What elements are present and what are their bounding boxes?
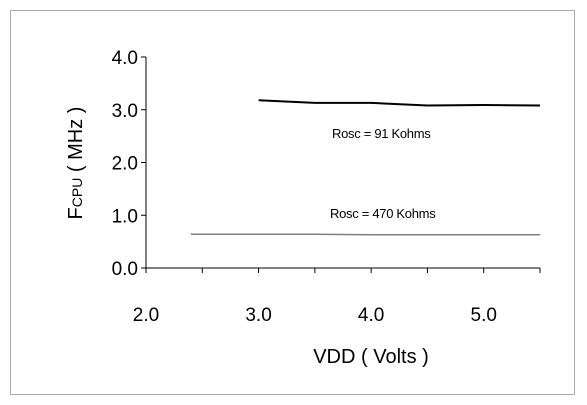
- ticks: 0.0 1.0 2.0 3.0 4.0 2.0 3.0 4.0 5.0: [112, 48, 541, 326]
- series-line-1: [191, 233, 540, 236]
- y-tick-label: 4.0: [112, 48, 138, 69]
- y-tick-label: 3.0: [112, 101, 138, 122]
- series-layer: [191, 99, 541, 236]
- series-label-rosc-470: Rosc = 470 Kohms: [330, 206, 436, 221]
- x-tick-label: 2.0: [133, 305, 159, 326]
- x-tick-label: 5.0: [471, 305, 497, 326]
- y-tick-label: 0.0: [112, 259, 138, 280]
- y-axis-title: FCPU ( MHz ): [65, 107, 87, 220]
- series-line-0: [258, 99, 541, 107]
- x-axis-title: VDD ( Volts ): [313, 346, 429, 368]
- x-tick-label: 4.0: [358, 305, 384, 326]
- axes: [145, 57, 540, 269]
- chart-frame: [10, 10, 575, 395]
- series-label-rosc-91: Rosc = 91 Kohms: [332, 126, 431, 141]
- y-axis-title-sub: CPU: [69, 178, 85, 208]
- y-tick-label: 2.0: [112, 154, 138, 175]
- x-tick-label: 3.0: [245, 305, 271, 326]
- y-axis-title-main: F: [65, 207, 87, 219]
- y-tick-label: 1.0: [112, 206, 138, 227]
- y-axis-title-unit: ( MHz ): [65, 107, 87, 178]
